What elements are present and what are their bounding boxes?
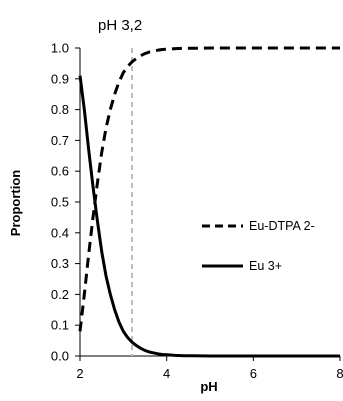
x-axis-title: pH: [200, 379, 217, 394]
y-tick-label: 0.0: [51, 349, 69, 364]
legend-label-eu3: Eu 3+: [249, 259, 282, 273]
y-tick-label: 0.3: [51, 256, 69, 271]
y-axis-title: Proportion: [8, 170, 23, 236]
series-layer: [78, 46, 340, 358]
y-tick-label: 0.1: [51, 318, 69, 333]
series-line-eu-dtpa: [78, 46, 340, 332]
y-tick-label: 0.8: [51, 102, 69, 117]
tick-labels: 0.0 0.1 0.2 0.3 0.4 0.5 0.6 0.7 0.8 0.9 1.0 2 4 6 8: [51, 41, 343, 382]
y-tick-label: 0.7: [51, 133, 69, 148]
y-tick-label: 0.4: [51, 225, 69, 240]
x-tick-label: 6: [250, 366, 257, 381]
legend: Eu-DTPA 2- Eu 3+: [202, 219, 315, 273]
y-tick-label: 0.2: [51, 287, 69, 302]
y-tick-label: 0.5: [51, 195, 69, 210]
annotation-ph-3-2: pH 3,2: [98, 17, 142, 34]
y-tick-label: 0.6: [51, 164, 69, 179]
x-tick-label: 2: [76, 366, 83, 381]
series-line-eu3: [78, 75, 340, 358]
legend-label-eu-dtpa: Eu-DTPA 2-: [249, 219, 315, 233]
x-tick-label: 8: [336, 366, 343, 381]
x-tick-label: 4: [163, 366, 170, 381]
y-tick-label: 0.9: [51, 71, 69, 86]
y-tick-label: 1.0: [51, 41, 69, 56]
